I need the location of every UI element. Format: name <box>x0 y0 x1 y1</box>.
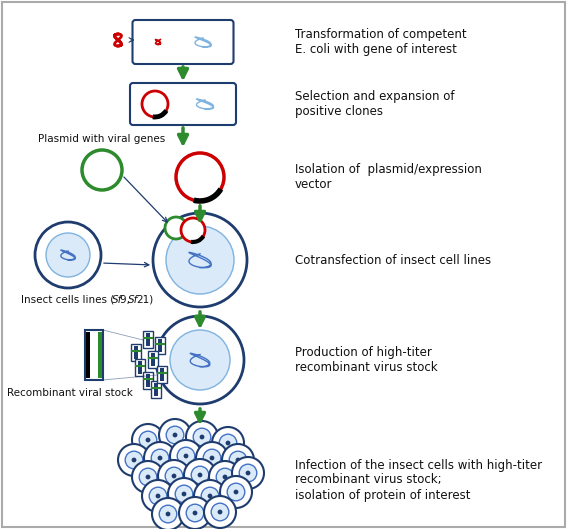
Circle shape <box>179 497 211 529</box>
Circle shape <box>186 504 204 522</box>
Circle shape <box>211 503 229 521</box>
Circle shape <box>219 434 237 452</box>
Circle shape <box>234 490 238 495</box>
FancyBboxPatch shape <box>146 333 150 346</box>
Circle shape <box>156 316 244 404</box>
Circle shape <box>159 419 191 451</box>
Text: Insect cells lines (: Insect cells lines ( <box>22 295 115 305</box>
Circle shape <box>125 451 143 469</box>
Circle shape <box>232 457 264 489</box>
Circle shape <box>181 218 205 242</box>
Circle shape <box>132 458 137 462</box>
FancyBboxPatch shape <box>157 366 167 383</box>
Circle shape <box>239 464 257 482</box>
FancyBboxPatch shape <box>155 337 165 354</box>
Circle shape <box>175 485 193 503</box>
Circle shape <box>198 472 202 477</box>
Circle shape <box>181 491 187 496</box>
Circle shape <box>170 330 230 390</box>
FancyBboxPatch shape <box>133 20 234 64</box>
Circle shape <box>216 468 234 486</box>
Circle shape <box>226 441 230 445</box>
Circle shape <box>176 153 224 201</box>
FancyBboxPatch shape <box>138 361 142 374</box>
FancyBboxPatch shape <box>151 381 161 398</box>
Circle shape <box>146 475 150 479</box>
Circle shape <box>165 467 183 485</box>
FancyBboxPatch shape <box>134 346 138 359</box>
Circle shape <box>196 442 228 474</box>
FancyBboxPatch shape <box>98 332 102 378</box>
FancyBboxPatch shape <box>130 83 236 125</box>
FancyBboxPatch shape <box>85 330 103 380</box>
Circle shape <box>142 480 174 512</box>
Circle shape <box>193 510 197 515</box>
Circle shape <box>172 433 177 437</box>
Circle shape <box>166 426 184 444</box>
Circle shape <box>193 428 211 446</box>
Circle shape <box>132 461 164 493</box>
Circle shape <box>151 449 169 467</box>
Circle shape <box>220 476 252 508</box>
Circle shape <box>166 226 234 294</box>
Circle shape <box>209 461 241 493</box>
Text: 9,: 9, <box>120 295 133 305</box>
Circle shape <box>152 498 184 529</box>
Text: Transformation of competent
E. coli with gene of interest: Transformation of competent E. coli with… <box>295 28 467 56</box>
Circle shape <box>229 451 247 469</box>
Circle shape <box>210 455 214 460</box>
Circle shape <box>153 213 247 307</box>
Circle shape <box>177 447 195 465</box>
Circle shape <box>204 496 236 528</box>
Circle shape <box>158 455 162 460</box>
Circle shape <box>139 431 157 449</box>
Circle shape <box>236 458 240 462</box>
Circle shape <box>155 494 160 498</box>
Circle shape <box>142 91 168 117</box>
Circle shape <box>246 471 251 476</box>
Text: 21): 21) <box>136 295 153 305</box>
Circle shape <box>184 459 216 491</box>
Circle shape <box>82 150 122 190</box>
Text: Production of high-titer
recombinant virus stock: Production of high-titer recombinant vir… <box>295 346 438 374</box>
Circle shape <box>194 480 226 512</box>
Circle shape <box>168 478 200 510</box>
FancyBboxPatch shape <box>151 353 155 366</box>
Circle shape <box>223 475 227 479</box>
Text: Infection of the insect cells with high-titer
recombinant virus stock;
isolation: Infection of the insect cells with high-… <box>295 459 542 501</box>
FancyBboxPatch shape <box>131 344 141 361</box>
Circle shape <box>218 509 222 514</box>
Circle shape <box>146 437 150 442</box>
Circle shape <box>170 440 202 472</box>
FancyBboxPatch shape <box>160 368 164 381</box>
FancyBboxPatch shape <box>143 331 153 348</box>
Circle shape <box>201 487 219 505</box>
FancyBboxPatch shape <box>135 359 145 376</box>
FancyBboxPatch shape <box>148 351 158 368</box>
Circle shape <box>222 444 254 476</box>
FancyBboxPatch shape <box>86 332 90 378</box>
Circle shape <box>159 505 177 523</box>
FancyBboxPatch shape <box>143 372 153 389</box>
Circle shape <box>208 494 213 498</box>
Text: Selection and expansion of
positive clones: Selection and expansion of positive clon… <box>295 90 455 118</box>
Circle shape <box>166 512 171 516</box>
FancyBboxPatch shape <box>146 374 150 387</box>
Text: Cotransfection of insect cell lines: Cotransfection of insect cell lines <box>295 253 491 267</box>
Circle shape <box>212 427 244 459</box>
Circle shape <box>186 421 218 453</box>
Circle shape <box>132 424 164 456</box>
Text: Recombinant viral stock: Recombinant viral stock <box>7 388 133 398</box>
FancyBboxPatch shape <box>158 339 162 352</box>
Circle shape <box>191 466 209 484</box>
Circle shape <box>46 233 90 277</box>
Circle shape <box>158 460 190 492</box>
FancyBboxPatch shape <box>154 383 158 396</box>
Circle shape <box>227 483 245 501</box>
Circle shape <box>165 217 187 239</box>
Circle shape <box>139 468 157 486</box>
Circle shape <box>35 222 101 288</box>
Text: Sf: Sf <box>128 295 138 305</box>
Text: Plasmid with viral genes: Plasmid with viral genes <box>39 134 166 144</box>
